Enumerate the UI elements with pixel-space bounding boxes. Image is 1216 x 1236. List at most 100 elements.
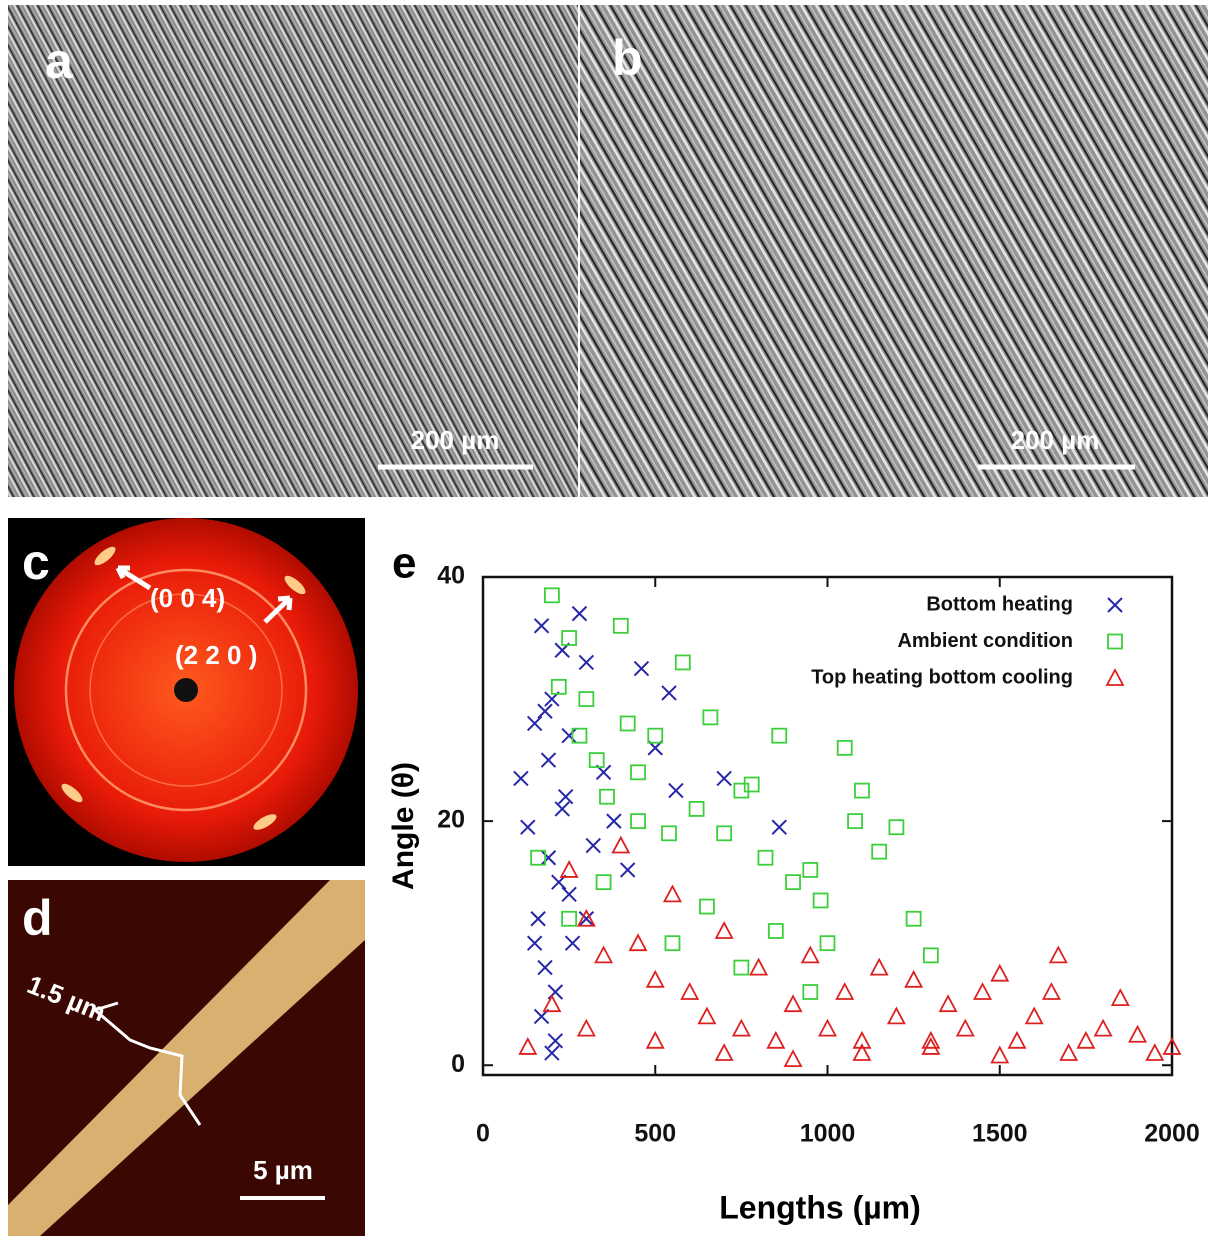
annotation: (0 0 4) (150, 583, 225, 613)
scatter-point (871, 960, 887, 975)
panel-b: b 200 µm (580, 5, 1208, 497)
scatter-point (820, 1021, 836, 1036)
legend-marker (1107, 670, 1123, 685)
scatter-point (664, 886, 680, 901)
scatter-point (837, 984, 853, 999)
x-tick-label: 2000 (1144, 1120, 1200, 1148)
scale-label: 200 µm (411, 425, 500, 455)
x-axis-title: Lengths (µm) (719, 1189, 921, 1225)
legend-label: Ambient condition (897, 630, 1073, 652)
scatter-point (665, 936, 679, 950)
scatter-point (785, 996, 801, 1011)
scatter-point (520, 1039, 536, 1054)
scatter-point (786, 875, 800, 889)
legend-label: Top heating bottom cooling (811, 666, 1073, 688)
scatter-point (682, 984, 698, 999)
scatter-point (662, 686, 676, 700)
scatter-point (621, 863, 635, 877)
scatter-point (957, 1021, 973, 1036)
scatter-point (531, 912, 545, 926)
scatter-point (597, 875, 611, 889)
scatter-point (572, 607, 586, 621)
scatter-point (562, 729, 576, 743)
scatter-point (803, 985, 817, 999)
figure: a 200 µm b 200 µm c (0 0 4) (2 2 0 ) d 1… (0, 0, 1216, 1236)
scatter-point (561, 862, 577, 877)
scatter-point (647, 972, 663, 987)
scatter-point (528, 936, 542, 950)
scatter-point (579, 655, 593, 669)
scatter-point (992, 1047, 1008, 1062)
scatter-point (690, 802, 704, 816)
scatter-point (538, 704, 552, 718)
scatter-point (514, 771, 528, 785)
scatter-point (716, 1045, 732, 1060)
scale-label: 5 µm (253, 1155, 313, 1185)
legend-label: Bottom heating (926, 593, 1073, 615)
micrograph (580, 5, 1208, 497)
scale-label: 200 µm (1011, 425, 1100, 455)
scatter-point (630, 935, 646, 950)
y-tick-label: 20 (437, 806, 465, 834)
scatter-point (548, 1034, 562, 1048)
scatter-point (785, 1051, 801, 1066)
scatter-point (992, 966, 1008, 981)
legend-marker (1108, 598, 1122, 612)
scatter-point (769, 924, 783, 938)
scatter-point (717, 826, 731, 840)
scatter-point (541, 851, 555, 865)
scatter-point (521, 820, 535, 834)
scatter-point (1095, 1021, 1111, 1036)
scatter-point (1009, 1033, 1025, 1048)
scatter-point (586, 839, 600, 853)
scatter-point (552, 680, 566, 694)
scatter-point (538, 961, 552, 975)
y-tick-label: 0 (451, 1050, 465, 1078)
scatter-point (578, 1021, 594, 1036)
scatter-point (1078, 1033, 1094, 1048)
scatter-point (703, 710, 717, 724)
scatter-point (734, 961, 748, 975)
scatter-point (631, 814, 645, 828)
scatter-point (848, 814, 862, 828)
scatter-point (699, 1008, 715, 1023)
scatter-point (758, 851, 772, 865)
scatter-point (855, 784, 869, 798)
scatter-point (733, 1021, 749, 1036)
scatter-point (566, 936, 580, 950)
scatter-point (647, 1033, 663, 1048)
scatter-point (648, 729, 662, 743)
scatter-point (716, 923, 732, 938)
scatter-point (768, 1033, 784, 1048)
scatter-point (889, 820, 903, 834)
scatter-point (545, 1046, 559, 1060)
scatter-point (562, 887, 576, 901)
scatter-point (596, 947, 612, 962)
scatter-point (1026, 1008, 1042, 1023)
x-tick-label: 1500 (972, 1120, 1028, 1148)
scatter-point (1061, 1045, 1077, 1060)
scatter-point (803, 863, 817, 877)
panel-label: e (392, 539, 416, 588)
panel-d: d 1.5 µm 5 µm (8, 880, 365, 1236)
scatter-point (1112, 990, 1128, 1005)
scatter-point (662, 826, 676, 840)
scatter-point (545, 588, 559, 602)
scatter-point (814, 893, 828, 907)
panel-label: c (22, 534, 50, 590)
x-tick-label: 1000 (800, 1120, 856, 1148)
micrograph (8, 5, 578, 497)
scatter-point (579, 692, 593, 706)
scatter-point (676, 655, 690, 669)
scatter-point (907, 912, 921, 926)
scatter-point (614, 619, 628, 633)
y-axis-title: Angle (θ) (387, 762, 420, 890)
scatter-point (924, 948, 938, 962)
scatter-point (1050, 947, 1066, 962)
annotation: (2 2 0 ) (175, 640, 257, 670)
scatter-point (555, 802, 569, 816)
scatter-point (700, 900, 714, 914)
scatter-point (535, 619, 549, 633)
scatter-point (940, 996, 956, 1011)
